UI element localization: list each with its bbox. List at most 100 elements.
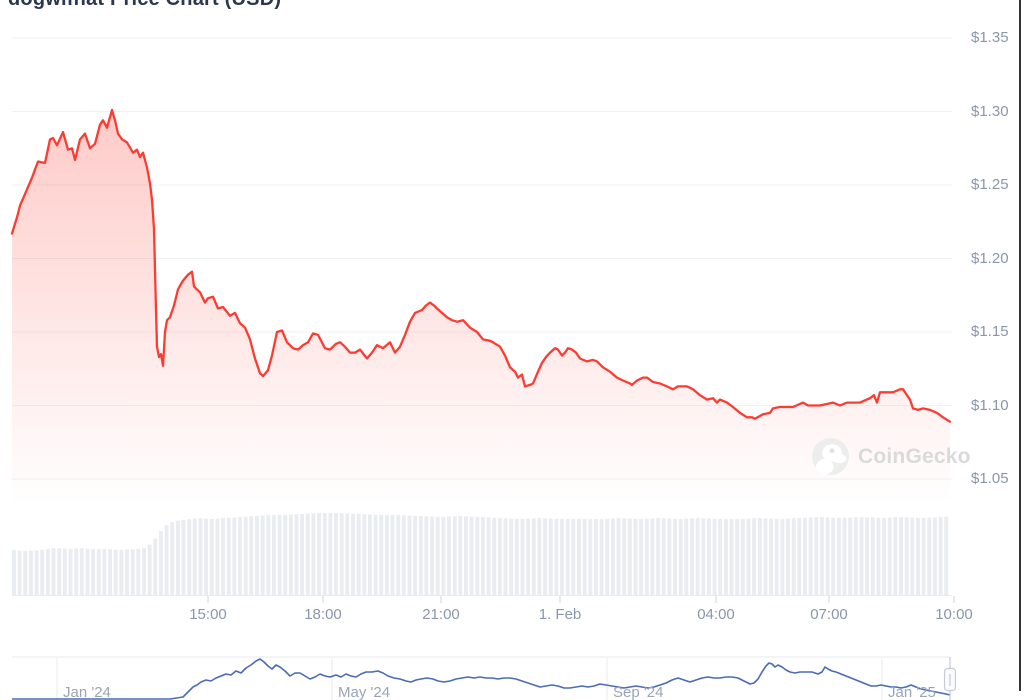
volume-bar <box>447 516 451 595</box>
volume-bar <box>249 516 254 595</box>
volume-bar <box>40 549 45 595</box>
volume-bar <box>283 515 288 595</box>
x-axis-label: 15:00 <box>189 606 227 623</box>
volume-bar <box>622 518 627 595</box>
volume-bar <box>932 517 937 595</box>
volume-bar <box>497 518 502 595</box>
volume-bar <box>712 518 717 595</box>
volume-bar <box>215 518 220 595</box>
volume-bar <box>780 518 785 595</box>
volume-bar <box>396 515 401 595</box>
volume-bar <box>136 548 141 595</box>
volume-bar <box>328 513 333 595</box>
volume-bar <box>379 515 384 595</box>
volume-bar <box>520 518 525 595</box>
volume-bar <box>424 516 429 595</box>
volume-bar <box>85 548 90 595</box>
volume-bar <box>113 549 118 595</box>
price-chart-plot-area[interactable] <box>12 30 952 595</box>
volume-bar <box>701 518 706 595</box>
navigator-track[interactable] <box>12 657 950 700</box>
volume-bar <box>848 517 853 595</box>
volume-bar <box>859 517 864 595</box>
volume-bar <box>492 517 497 595</box>
volume-bar <box>526 518 531 595</box>
volume-bar <box>351 513 355 595</box>
volume-bar <box>266 515 271 595</box>
volume-bar <box>294 514 299 595</box>
volume-bar <box>226 517 231 595</box>
volume-bar <box>486 517 491 595</box>
volume-bar <box>192 518 197 595</box>
volume-bar <box>560 519 564 595</box>
volume-bar <box>418 516 423 595</box>
x-axis-group <box>12 595 955 603</box>
volume-bar <box>650 518 655 595</box>
volume-bar <box>543 518 548 595</box>
volume-bar <box>34 550 39 595</box>
volume-bar <box>198 518 203 595</box>
volume-bar <box>588 519 593 595</box>
y-axis-label: $1.20 <box>971 249 1009 267</box>
price-area-fill <box>12 110 950 512</box>
navigator-date-label: Jan '24 <box>63 684 111 700</box>
navigator-date-label: Sep '24 <box>613 684 664 700</box>
volume-bar <box>57 548 62 595</box>
watermark-label: CoinGecko <box>858 444 971 468</box>
price-line-group <box>10 108 952 423</box>
volume-bar <box>300 513 305 595</box>
volume-bar <box>740 518 745 595</box>
volume-bar <box>509 518 514 595</box>
volume-bar <box>62 548 67 595</box>
volume-bar <box>204 518 209 595</box>
price-area-group <box>12 110 950 512</box>
volume-bar <box>706 518 711 595</box>
x-axis-label: 1. Feb <box>538 606 582 623</box>
navigator-group <box>12 656 957 700</box>
volume-bar <box>181 519 186 595</box>
volume-bar <box>887 517 892 595</box>
volume-bar <box>531 518 536 595</box>
volume-bar <box>644 518 649 595</box>
volume-bar <box>639 518 644 595</box>
x-axis-label: 10:00 <box>935 606 973 623</box>
volume-bar <box>882 517 887 595</box>
volume-bar <box>899 517 903 595</box>
volume-bar <box>68 549 73 595</box>
volume-bar <box>814 517 819 595</box>
volume-bar <box>401 515 406 595</box>
volume-bar <box>633 518 638 595</box>
volume-bar <box>317 513 322 595</box>
volume-bar <box>311 513 316 595</box>
volume-bar <box>91 549 96 595</box>
volume-bar <box>305 513 310 595</box>
volume-bar <box>158 530 163 595</box>
volume-bar <box>627 518 632 595</box>
volume-bar <box>464 516 468 595</box>
page-title: dogwifhat Price Chart (USD) <box>8 0 281 11</box>
volume-bar <box>255 515 259 595</box>
volume-bar <box>803 517 807 595</box>
volume-bar <box>865 517 870 595</box>
volume-bar <box>593 519 598 595</box>
volume-bar <box>475 516 480 595</box>
price-line-path <box>10 108 952 423</box>
volume-bar <box>514 518 519 595</box>
volume-bar <box>147 544 152 595</box>
volume-bar <box>797 518 802 595</box>
volume-bar <box>723 519 728 595</box>
volume-bar <box>673 518 677 595</box>
y-axis-label: $1.25 <box>971 176 1009 193</box>
volume-bar <box>102 549 107 595</box>
volume-bar <box>373 514 378 595</box>
volume-bar <box>142 548 146 595</box>
volume-bar <box>322 513 327 595</box>
y-axis-label: $1.05 <box>971 470 1009 487</box>
volume-bar <box>221 518 226 595</box>
volume-bar <box>334 513 338 595</box>
volume-bar <box>458 516 463 595</box>
volume-bar <box>362 514 367 595</box>
volume-bar <box>752 518 757 595</box>
volume-bar <box>571 519 576 595</box>
